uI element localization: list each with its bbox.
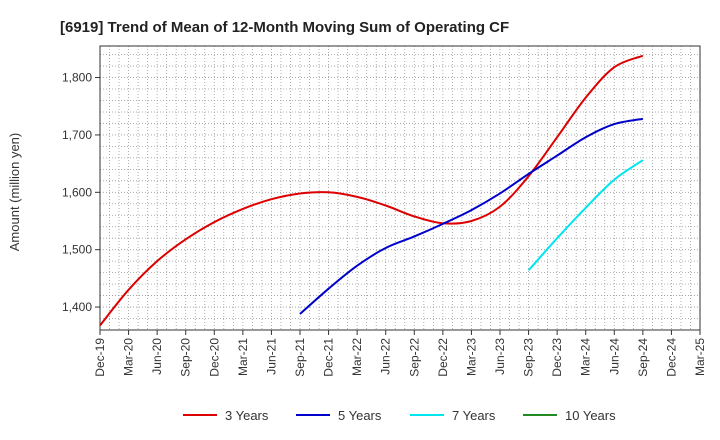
x-axis-ticks: Dec-19 Mar-20 Jun-20 Sep-20 Dec-20 Mar-21 Jun-… <box>93 330 707 377</box>
x-tick-label: Jun-23 <box>493 338 507 375</box>
y-tick-label: 1,700 <box>62 128 92 142</box>
x-tick-label: Dec-20 <box>207 338 221 377</box>
y-tick-label: 1,600 <box>62 185 92 199</box>
x-tick-label: Dec-21 <box>322 338 336 377</box>
x-tick-label: Mar-20 <box>122 338 136 376</box>
x-tick-label: Jun-24 <box>607 338 621 375</box>
legend: 3 Years 5 Years 7 Years 10 Years <box>183 408 616 423</box>
x-tick-label: Mar-21 <box>236 338 250 376</box>
series-line-3-years <box>99 54 644 327</box>
series-line-7-years <box>527 159 644 271</box>
chart-title: [6919] Trend of Mean of 12-Month Moving … <box>60 19 509 36</box>
x-tick-label: Dec-23 <box>550 338 564 377</box>
legend-label-7-years: 7 Years <box>452 408 496 423</box>
x-tick-label: Mar-23 <box>464 338 478 376</box>
x-tick-label: Jun-20 <box>150 338 164 375</box>
x-tick-label: Jun-21 <box>264 338 278 375</box>
x-tick-label: Sep-20 <box>179 338 193 377</box>
x-tick-label: Dec-24 <box>664 338 678 377</box>
x-tick-label: Jun-22 <box>379 338 393 375</box>
y-axis-ticks: 1,400 1,500 1,600 1,700 1,800 <box>62 71 100 314</box>
series-lines <box>99 54 644 327</box>
grid <box>100 46 700 330</box>
legend-label-5-years: 5 Years <box>338 408 382 423</box>
x-tick-label: Sep-22 <box>407 338 421 377</box>
x-tick-label: Mar-22 <box>350 338 364 376</box>
x-tick-label: Sep-24 <box>636 338 650 377</box>
y-axis-label: Amount (million yen) <box>7 133 22 252</box>
x-tick-label: Sep-21 <box>293 338 307 377</box>
plot-area <box>99 45 701 331</box>
x-tick-label: Mar-25 <box>693 338 707 376</box>
y-tick-label: 1,400 <box>62 300 92 314</box>
x-tick-label: Sep-23 <box>522 338 536 377</box>
x-tick-label: Dec-19 <box>93 338 107 377</box>
y-tick-label: 1,800 <box>62 71 92 85</box>
legend-label-10-years: 10 Years <box>565 408 616 423</box>
legend-label-3-years: 3 Years <box>225 408 269 423</box>
x-tick-label: Mar-24 <box>579 338 593 376</box>
y-tick-label: 1,500 <box>62 243 92 257</box>
series-line-5-years <box>299 117 644 315</box>
x-tick-label: Dec-22 <box>436 338 450 377</box>
